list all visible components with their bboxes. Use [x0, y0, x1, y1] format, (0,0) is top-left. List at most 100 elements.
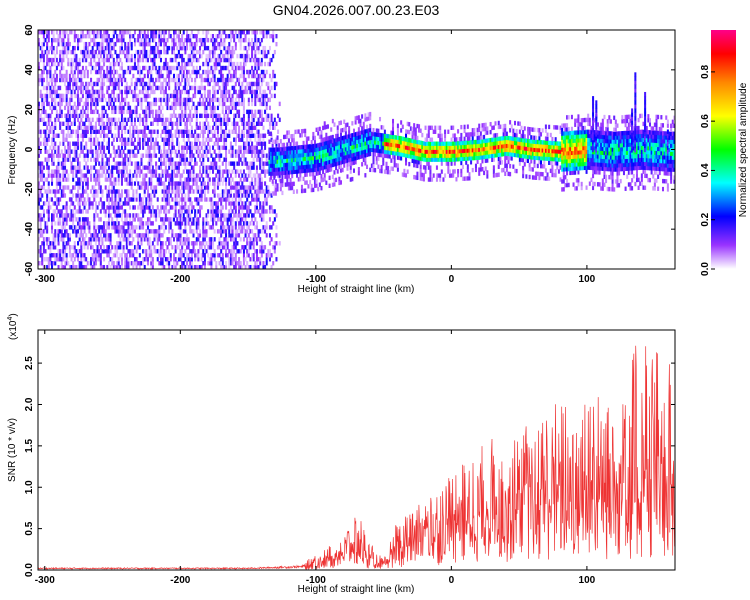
heatmap-cell — [138, 81, 141, 87]
heatmap-cell — [241, 37, 244, 43]
heatmap-cell — [229, 73, 232, 79]
heatmap-cell — [174, 93, 177, 99]
heatmap-cell — [203, 41, 206, 47]
heatmap-cell — [166, 173, 169, 178]
heatmap-cell — [99, 253, 102, 258]
heatmap-cell — [135, 213, 138, 218]
heatmap-cell — [107, 213, 110, 218]
heatmap-cell — [117, 169, 120, 174]
heatmap-cell — [234, 237, 237, 242]
heatmap-cell — [239, 261, 242, 266]
heatmap-cell — [156, 133, 159, 138]
heatmap-cell — [238, 89, 241, 95]
heatmap-cell — [52, 245, 55, 250]
heatmap-cell — [83, 73, 86, 79]
heatmap-cell — [161, 205, 164, 210]
heatmap-cell — [228, 201, 231, 206]
heatmap-cell — [109, 101, 112, 107]
heatmap-cell — [174, 173, 177, 178]
heatmap-cell — [176, 245, 179, 250]
heatmap-cell — [213, 53, 216, 59]
heatmap-cell — [199, 53, 202, 59]
heatmap-cell — [120, 189, 123, 194]
heatmap-cell — [153, 117, 156, 123]
heatmap-cell — [231, 53, 234, 59]
heatmap-cell — [267, 249, 270, 254]
heatmap-cell — [85, 113, 88, 119]
heatmap-cell — [103, 209, 106, 214]
heatmap-cell — [225, 137, 228, 142]
heatmap-cell — [124, 165, 127, 170]
heatmap-cell — [150, 209, 153, 214]
heatmap-cell — [86, 197, 89, 202]
heatmap-cell — [259, 89, 262, 95]
heatmap-cell — [205, 137, 208, 142]
heatmap-cell — [234, 205, 237, 210]
heatmap-cell — [122, 233, 125, 238]
heatmap-cell — [177, 225, 180, 230]
heatmap-cell — [203, 69, 206, 75]
heatmap-cell — [117, 109, 120, 115]
heatmap-cell — [233, 129, 236, 134]
heatmap-cell — [221, 197, 224, 202]
heatmap-cell — [249, 69, 252, 75]
heatmap-cell — [103, 245, 106, 250]
heatmap-cell — [164, 65, 167, 71]
heatmap-cell — [112, 137, 115, 142]
heatmap-cell — [112, 85, 115, 91]
heatmap-cell — [272, 69, 275, 75]
heatmap-cell — [255, 189, 258, 194]
heatmap-cell — [247, 233, 250, 238]
heatmap-cell — [194, 197, 197, 202]
heatmap-cell — [52, 233, 55, 238]
heatmap-cell — [140, 49, 143, 55]
heatmap-cell — [210, 245, 213, 250]
heatmap-cell — [260, 37, 263, 43]
heatmap-cell — [262, 189, 265, 194]
heatmap-cell — [46, 73, 49, 79]
heatmap-cell — [260, 133, 263, 138]
heatmap-cell — [197, 89, 200, 95]
heatmap-cell — [246, 213, 249, 218]
heatmap-cell — [112, 109, 115, 115]
heatmap-cell — [39, 217, 42, 222]
heatmap-cell — [202, 121, 205, 126]
heatmap-cell — [137, 137, 140, 142]
heatmap-cell — [57, 41, 60, 47]
heatmap-cell — [51, 265, 54, 269]
heatmap-cell — [88, 121, 91, 126]
heatmap-cell — [65, 169, 68, 174]
heatmap-cell — [77, 169, 80, 174]
heatmap-cell — [38, 145, 41, 150]
heatmap-cell — [161, 197, 164, 202]
heatmap-cell — [57, 37, 60, 43]
heatmap-cell — [187, 37, 190, 43]
heatmap-cell — [111, 97, 114, 103]
heatmap-cell — [181, 45, 184, 51]
heatmap-cell — [179, 41, 182, 47]
heatmap-cell — [156, 129, 159, 134]
heatmap-cell — [229, 253, 232, 258]
heatmap-cell — [171, 141, 174, 146]
heatmap-cell — [252, 197, 255, 202]
heatmap-cell — [187, 53, 190, 59]
heatmap-cell — [125, 265, 128, 269]
heatmap-cell — [146, 193, 149, 198]
heatmap-cell — [265, 201, 268, 206]
heatmap-cell — [174, 65, 177, 71]
heatmap-cell — [90, 169, 93, 174]
heatmap-cell — [223, 85, 226, 91]
heatmap-cell — [218, 181, 221, 186]
heatmap-cell — [273, 249, 276, 254]
heatmap-cell — [166, 157, 169, 162]
heatmap-cell — [120, 181, 123, 186]
heatmap-cell — [289, 181, 292, 187]
heatmap-cell — [140, 129, 143, 134]
heatmap-cell — [270, 163, 273, 168]
heatmap-cell — [220, 69, 223, 75]
heatmap-cell — [93, 237, 96, 242]
heatmap-cell — [112, 205, 115, 210]
heatmap-cell — [255, 197, 258, 202]
heatmap-cell — [111, 105, 114, 111]
heatmap-cell — [260, 117, 263, 123]
